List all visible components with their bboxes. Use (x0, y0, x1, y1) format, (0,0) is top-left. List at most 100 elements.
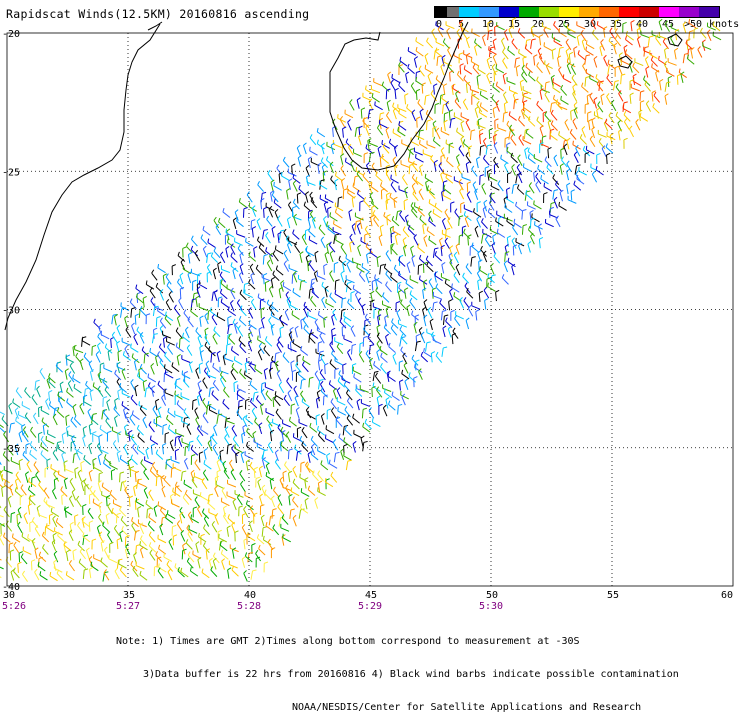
wind-barb-flag (334, 262, 338, 263)
wind-barb-flag (67, 388, 68, 392)
wind-barb (475, 191, 478, 199)
wind-barb-flag (9, 543, 13, 544)
wind-barb (185, 330, 189, 338)
wind-barb (512, 20, 513, 29)
wind-barb-flag (451, 118, 455, 119)
wind-barb-flag (245, 283, 249, 284)
wind-barb (237, 234, 245, 237)
wind-barb-flag (232, 445, 234, 449)
wind-barb (135, 473, 136, 482)
wind-barb (217, 353, 219, 362)
wind-barb (345, 114, 353, 118)
wind-barb (399, 113, 407, 118)
wind-barb-flag (131, 344, 132, 348)
wind-barb (365, 317, 371, 324)
longitude-label: 35 (123, 590, 135, 601)
wind-barb-flag (297, 427, 301, 429)
wind-barb (117, 560, 118, 569)
wind-barb (474, 212, 481, 217)
wind-barb-flag (284, 250, 287, 253)
wind-barb (526, 133, 533, 139)
wind-barb-flag (233, 436, 235, 439)
wind-barb-flag (149, 542, 151, 546)
wind-barb-flag (80, 359, 83, 362)
wind-barb-flag (436, 352, 438, 355)
wind-barb-flag (523, 101, 527, 103)
wind-barb (380, 265, 381, 274)
wind-barb (155, 307, 163, 310)
wind-barb (483, 209, 485, 218)
wind-barb-flag (140, 547, 143, 549)
wind-barb (283, 424, 291, 428)
wind-barb-flag (273, 509, 277, 510)
wind-barb-flag (503, 58, 505, 61)
wind-barb (226, 421, 234, 424)
wind-barb-flag (288, 202, 290, 205)
wind-barb (237, 221, 244, 227)
wind-barb (416, 41, 424, 46)
wind-barb (544, 30, 549, 38)
wind-barb (231, 247, 235, 255)
wind-barb (281, 445, 288, 451)
wind-barb (141, 463, 147, 470)
wind-barb (158, 571, 163, 578)
wind-barb (442, 192, 443, 201)
wind-barb (567, 65, 570, 73)
wind-barb-flag (447, 28, 450, 31)
wind-barb (286, 435, 290, 443)
wind-barb-flag (520, 80, 523, 82)
wind-barb (27, 464, 31, 472)
wind-barb-flag (75, 467, 79, 469)
wind-barb (250, 365, 256, 372)
wind-barb-flag (528, 148, 529, 152)
wind-barb (283, 160, 289, 167)
wind-barb (150, 553, 155, 560)
wind-barb (508, 50, 515, 56)
wind-barb-flag (132, 444, 134, 447)
wind-barb (341, 169, 346, 177)
wind-barb-flag (47, 459, 51, 461)
wind-barb-flag (224, 387, 226, 390)
wind-barb (383, 305, 391, 308)
wind-barb-flag (512, 39, 514, 42)
wind-barb (232, 550, 234, 559)
wind-barb-flag (155, 399, 158, 401)
wind-barb (548, 149, 549, 158)
wind-barb (357, 401, 359, 410)
wind-barb (120, 459, 128, 464)
wind-barb-flag (229, 324, 233, 325)
wind-barb-flag (707, 30, 710, 33)
wind-barb-flag (484, 287, 486, 290)
wind-barb-flag (493, 107, 496, 109)
wind-barb (341, 274, 344, 283)
wind-barb (602, 149, 606, 157)
wind-barb (293, 292, 301, 297)
wind-barb (255, 369, 262, 374)
wind-barb (449, 111, 450, 120)
wind-barb-flag (364, 153, 368, 154)
wind-barb-flag (269, 317, 271, 320)
wind-barb-flag (381, 182, 382, 186)
wind-barb-flag (453, 328, 455, 331)
wind-barb-flag (428, 307, 431, 310)
wind-barb (345, 430, 352, 436)
wind-barb (304, 205, 311, 211)
wind-barb (559, 70, 563, 78)
wind-barb (279, 289, 280, 298)
wind-barb-flag (424, 299, 427, 302)
footer-note-1: Note: 1) Times are GMT 2)Times along bot… (116, 636, 679, 647)
longitude-label: 50 (486, 590, 498, 601)
wind-barb-flag (553, 78, 554, 82)
wind-barb (454, 180, 462, 183)
wind-barb (292, 166, 293, 175)
wind-barb (646, 69, 648, 78)
wind-barb (23, 551, 31, 555)
wind-barb-flag (13, 399, 14, 403)
wind-barb-flag (283, 471, 287, 473)
wind-barb (445, 241, 450, 249)
wind-barb (502, 278, 508, 284)
wind-barb (304, 309, 308, 317)
wind-barb (138, 436, 145, 442)
wind-barb (199, 454, 200, 463)
